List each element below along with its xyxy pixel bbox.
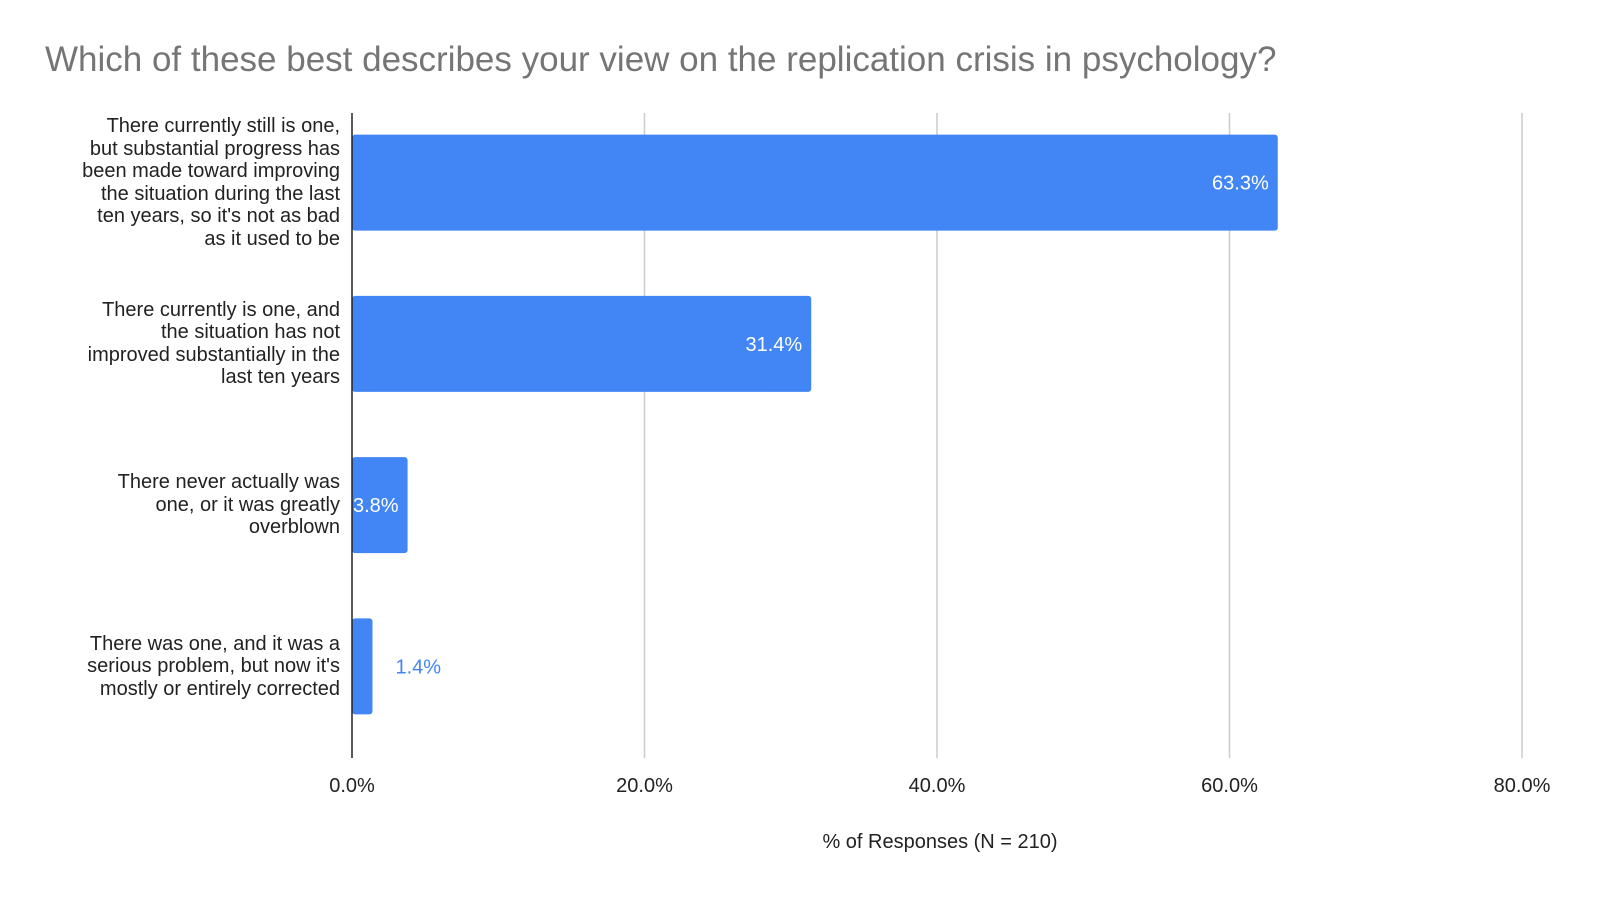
category-label-line: There was one, and it was a (89, 632, 340, 655)
category-label-line: been made toward improving (82, 160, 340, 183)
category-label-line: as it used to be (204, 227, 340, 250)
category-label-line: There currently still is one, (106, 115, 340, 138)
x-axis-label: % of Responses (N = 210) (822, 831, 1057, 853)
category-label: There was one, and it was a serious probl… (87, 633, 340, 701)
category-label-line: the situation has not (160, 321, 340, 344)
category-label-line: last ten years (221, 366, 340, 389)
category-label: There currently is one, and the situation… (88, 299, 340, 389)
category-label: There currently still is one, but substan… (82, 115, 340, 250)
x-tick-label: 20.0% (616, 775, 673, 797)
category-label-line: mostly or entirely corrected (99, 677, 340, 700)
category-label-line: but substantial progress has (89, 137, 340, 160)
x-tick-label: 40.0% (909, 775, 966, 797)
x-tick-label: 60.0% (1201, 775, 1258, 797)
category-label-line: overblown (248, 516, 340, 539)
data-label: 3.8% (353, 495, 399, 517)
bar (352, 457, 408, 554)
data-label: 1.4% (395, 656, 441, 678)
bar (352, 618, 373, 715)
category-label-line: ten years, so it's not as bad (97, 205, 340, 228)
category-label-line: There currently is one, and (102, 298, 340, 321)
x-tick-label: 0.0% (329, 775, 375, 797)
data-label: 63.3% (1212, 173, 1269, 195)
x-tick-label: 80.0% (1494, 775, 1551, 797)
category-label-line: There never actually was (117, 471, 340, 494)
category-label-line: serious problem, but now it's (87, 655, 340, 678)
bar (352, 295, 812, 392)
category-label-line: improved substantially in the (87, 343, 340, 366)
category-label: There never actually was one, or it was g… (118, 471, 340, 539)
category-label-line: one, or it was greatly (155, 493, 340, 516)
bar (352, 134, 1278, 231)
category-label-line: the situation during the last (100, 182, 340, 205)
chart-title: Which of these best describes your view … (45, 40, 1277, 79)
data-label: 31.4% (746, 334, 803, 356)
